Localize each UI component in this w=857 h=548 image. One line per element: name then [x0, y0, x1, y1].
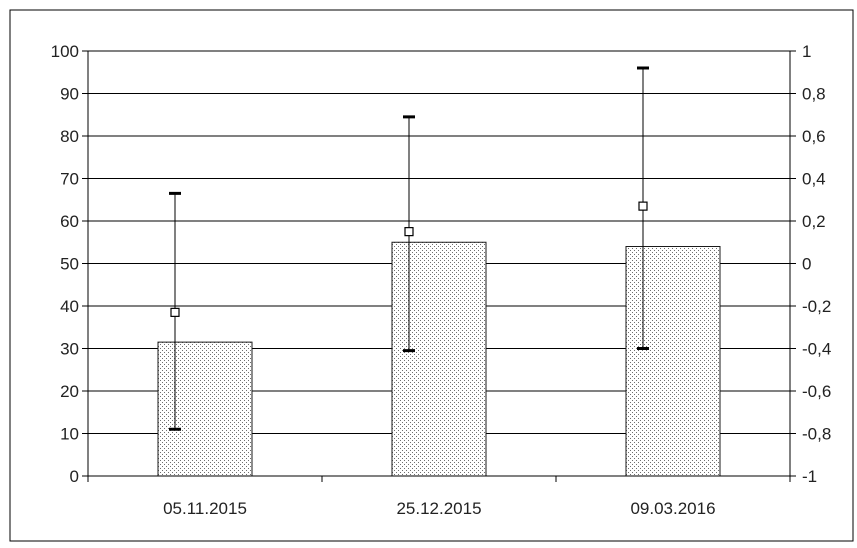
- right-tick-label: 0,4: [802, 170, 826, 189]
- left-tick-label: 10: [60, 425, 79, 444]
- bar: [157, 341, 253, 477]
- bar: [625, 246, 721, 477]
- left-tick-label: 80: [60, 127, 79, 146]
- axes: [82, 50, 796, 482]
- right-tick-label: 0,6: [802, 127, 826, 146]
- right-tick-label: -0,8: [802, 425, 831, 444]
- left-tick-label: 20: [60, 382, 79, 401]
- left-tick-label: 100: [51, 42, 79, 61]
- right-tick-label: -0,2: [802, 297, 831, 316]
- left-tick-label: 90: [60, 85, 79, 104]
- right-tick-label: -0,4: [802, 340, 831, 359]
- left-tick-label: 0: [70, 467, 79, 486]
- right-tick-label: 0,2: [802, 212, 826, 231]
- left-tick-label: 60: [60, 212, 79, 231]
- left-tick-label: 70: [60, 170, 79, 189]
- point-marker: [404, 227, 414, 237]
- right-tick-label: -0,6: [802, 382, 831, 401]
- x-tick-label: 09.03.2016: [630, 499, 715, 518]
- bar: [391, 241, 487, 477]
- x-tick-label: 05.11.2015: [163, 499, 247, 518]
- right-tick-label: -1: [802, 467, 817, 486]
- right-tick-label: 0,8: [802, 85, 826, 104]
- tick-labels: 0102030405060708090100-1-0,8-0,6-0,4-0,2…: [51, 42, 832, 518]
- right-tick-label: 0: [802, 255, 811, 274]
- left-tick-label: 40: [60, 297, 79, 316]
- right-tick-label: 1: [802, 42, 811, 61]
- point-marker: [638, 201, 648, 211]
- left-tick-label: 30: [60, 340, 79, 359]
- point-marker: [170, 307, 180, 317]
- left-tick-label: 50: [60, 255, 79, 274]
- markers: [170, 201, 648, 317]
- x-tick-label: 25.12.2015: [396, 499, 481, 518]
